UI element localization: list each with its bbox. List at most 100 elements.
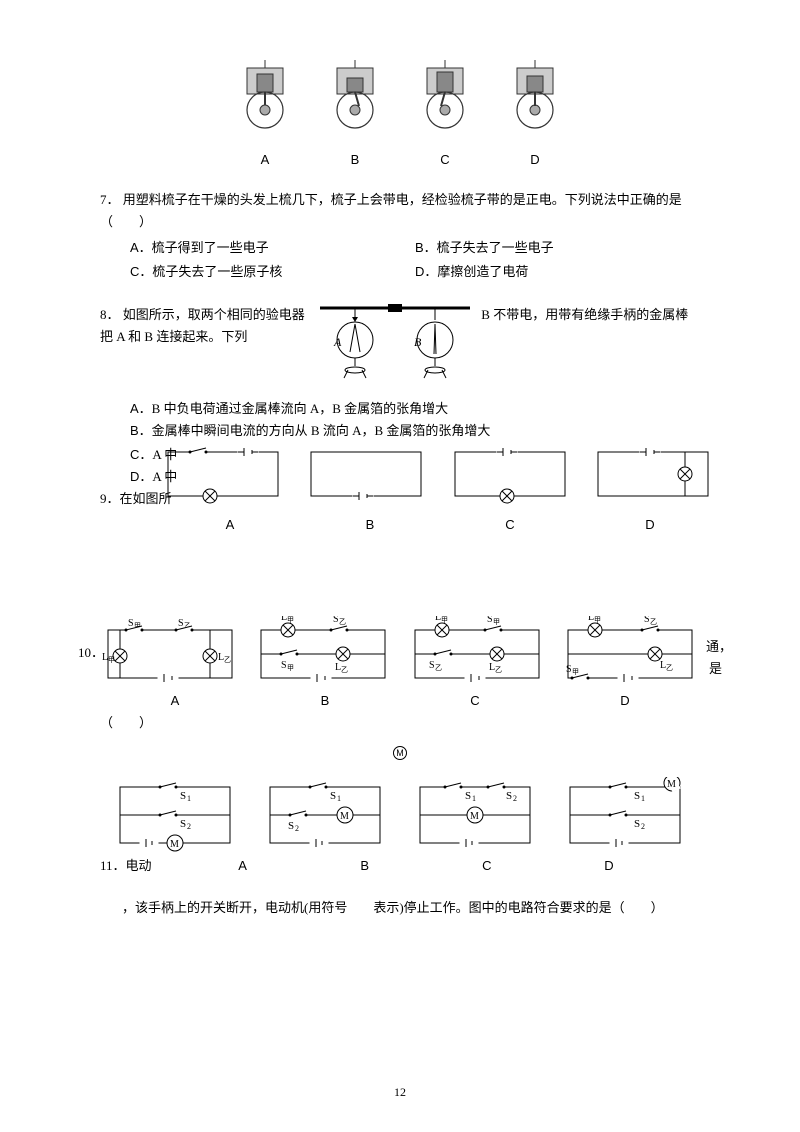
svg-text:1: 1 (641, 794, 645, 803)
svg-text:乙: 乙 (341, 666, 348, 674)
q8-text1: 如图所示，取两个相同的验电器 (123, 307, 305, 322)
svg-text:1: 1 (337, 794, 341, 803)
q11-circuits-block: S1 S2 M S1 S2 M S1 S2 M (100, 777, 700, 855)
engine-icon (235, 60, 295, 138)
engine-label-A: A (235, 149, 295, 171)
svg-text:乙: 乙 (224, 656, 231, 664)
q11-circuit-D-icon: S1 M S2 (560, 777, 690, 855)
svg-text:S: S (281, 660, 287, 671)
svg-text:乙: 乙 (339, 618, 346, 626)
q7-number: 7． (100, 192, 120, 207)
circuit-A-icon (160, 444, 290, 504)
q9-labels: A B C D (160, 514, 720, 536)
svg-text:乙: 乙 (495, 666, 502, 674)
engine-label-D: D (505, 149, 565, 171)
svg-text:B: B (414, 335, 422, 349)
q11-circuits: S1 S2 M S1 S2 M S1 S2 M (100, 777, 700, 855)
svg-text:S: S (634, 790, 640, 802)
engine-C: C (415, 60, 475, 171)
svg-text:乙: 乙 (666, 664, 673, 672)
q9-label-C: C (440, 514, 580, 536)
svg-text:S: S (487, 616, 493, 625)
svg-text:1: 1 (187, 794, 191, 803)
q10-paren: （ ） (100, 712, 700, 734)
q7-opt-C: C．梳子失去了一些原子核 (130, 261, 415, 283)
q10-circuit-D-icon: L甲 S乙 L乙 S甲 (560, 616, 700, 686)
q11-circuit-A-icon: S1 S2 M (110, 777, 240, 855)
q11-circuit-C-icon: S1 S2 M (410, 777, 540, 855)
question-7: 7． 用塑料梳子在干燥的头发上梳几下，梳子上会带电，经检验梳子带的是正电。下列说… (100, 189, 700, 285)
svg-text:甲: 甲 (287, 664, 294, 672)
q10-label-C: C (400, 690, 550, 712)
svg-text:乙: 乙 (435, 664, 442, 672)
q8-opt-B: B．金属棒中瞬间电流的方向从 B 流向 A，B 金属箔的张角增大 (130, 420, 700, 442)
engine-D: D (505, 60, 565, 171)
q11-label-B: B (304, 855, 426, 877)
q10-circuits: S甲 S乙 L甲 L乙 L甲 S乙 S甲 L乙 (100, 616, 700, 686)
q7-opt-A: A．梳子得到了一些电子 (130, 237, 415, 259)
svg-text:甲: 甲 (594, 616, 601, 624)
question-10: 10． 通， 是 S甲 S乙 L甲 L乙 L甲 S乙 S甲 (100, 616, 700, 762)
q11-circuit-B-icon: S1 S2 M (260, 777, 390, 855)
engine-label-C: C (415, 149, 475, 171)
svg-text:A: A (333, 335, 342, 349)
svg-text:2: 2 (295, 824, 299, 833)
svg-text:S: S (429, 660, 435, 671)
circuit-B-icon (303, 444, 433, 504)
svg-text:S: S (506, 790, 512, 802)
svg-text:M: M (170, 839, 179, 850)
q10-circuit-A-icon: S甲 S乙 L甲 L乙 (100, 616, 240, 686)
q9-label-B: B (300, 514, 440, 536)
svg-text:M: M (340, 811, 349, 822)
svg-text:S: S (634, 818, 640, 830)
q10-label-D: D (550, 690, 700, 712)
q11-label-C: C (426, 855, 548, 877)
q11-labels: A B C D (182, 855, 670, 877)
q9-label-A: A (160, 514, 300, 536)
svg-text:S: S (644, 616, 650, 625)
q10-circuit-B-icon: L甲 S乙 S甲 L乙 (253, 616, 393, 686)
engine-icon (505, 60, 565, 138)
q8-options: A．B 中负电荷通过金属棒流向 A，B 金属箔的张角增大 B．金属棒中瞬间电流的… (130, 398, 700, 442)
svg-text:S: S (333, 616, 339, 625)
circuit-C-icon (447, 444, 577, 504)
q8-number: 8． (100, 307, 120, 322)
engine-figure-row: A B C D (100, 60, 700, 171)
q11-text1: 电动 (126, 855, 152, 877)
svg-text:2: 2 (513, 794, 517, 803)
q11-label-A: A (182, 855, 304, 877)
question-11: 11． 电动 A B C D ，该手柄上的开关断开，电动机(用符号 表示)停止工… (100, 855, 700, 919)
svg-text:2: 2 (187, 822, 191, 831)
q9-label-D: D (580, 514, 720, 536)
q7-opt-D: D．摩擦创造了电荷 (415, 261, 700, 283)
svg-text:S: S (566, 664, 572, 675)
svg-text:甲: 甲 (108, 656, 115, 664)
q7-options: A．梳子得到了一些电子 B．梳子失去了一些电子 C．梳子失去了一些原子核 D．摩… (130, 237, 700, 285)
q10-number: 10． (78, 642, 104, 664)
q7-text: 用塑料梳子在干燥的头发上梳几下，梳子上会带电，经检验梳子带的是正电。下列说法中正… (100, 192, 682, 229)
svg-text:S: S (180, 818, 186, 830)
q9-circuits (160, 444, 720, 504)
q11-number: 11． (100, 855, 126, 877)
svg-text:S: S (288, 820, 294, 832)
svg-text:甲: 甲 (287, 616, 294, 624)
svg-text:S: S (180, 790, 186, 802)
motor-symbol: M (100, 741, 700, 763)
q10-right1: 通， (706, 636, 732, 658)
page-number: 12 (0, 1082, 800, 1102)
svg-text:2: 2 (641, 822, 645, 831)
question-8: 8． 如图所示，取两个相同的验电器 B 不带电，用带有绝缘手柄的金属棒把 A 和… (100, 304, 700, 442)
q8cd-q9-block: C．A 中 D．A 中 9．在如图所 (100, 444, 700, 536)
engine-label-B: B (325, 149, 385, 171)
engine-icon (325, 60, 385, 138)
q10-labels: A B C D (100, 690, 700, 712)
q8-opt-A: A．B 中负电荷通过金属棒流向 A，B 金属箔的张角增大 (130, 398, 700, 420)
q10-circuit-C-icon: L甲 S甲 S乙 L乙 (407, 616, 547, 686)
svg-text:甲: 甲 (441, 616, 448, 624)
q10-right2: 是 (709, 658, 722, 680)
q10-label-B: B (250, 690, 400, 712)
svg-text:S: S (465, 790, 471, 802)
engine-icon (415, 60, 475, 138)
q10-label-A: A (100, 690, 250, 712)
q7-opt-B: B．梳子失去了一些电子 (415, 237, 700, 259)
